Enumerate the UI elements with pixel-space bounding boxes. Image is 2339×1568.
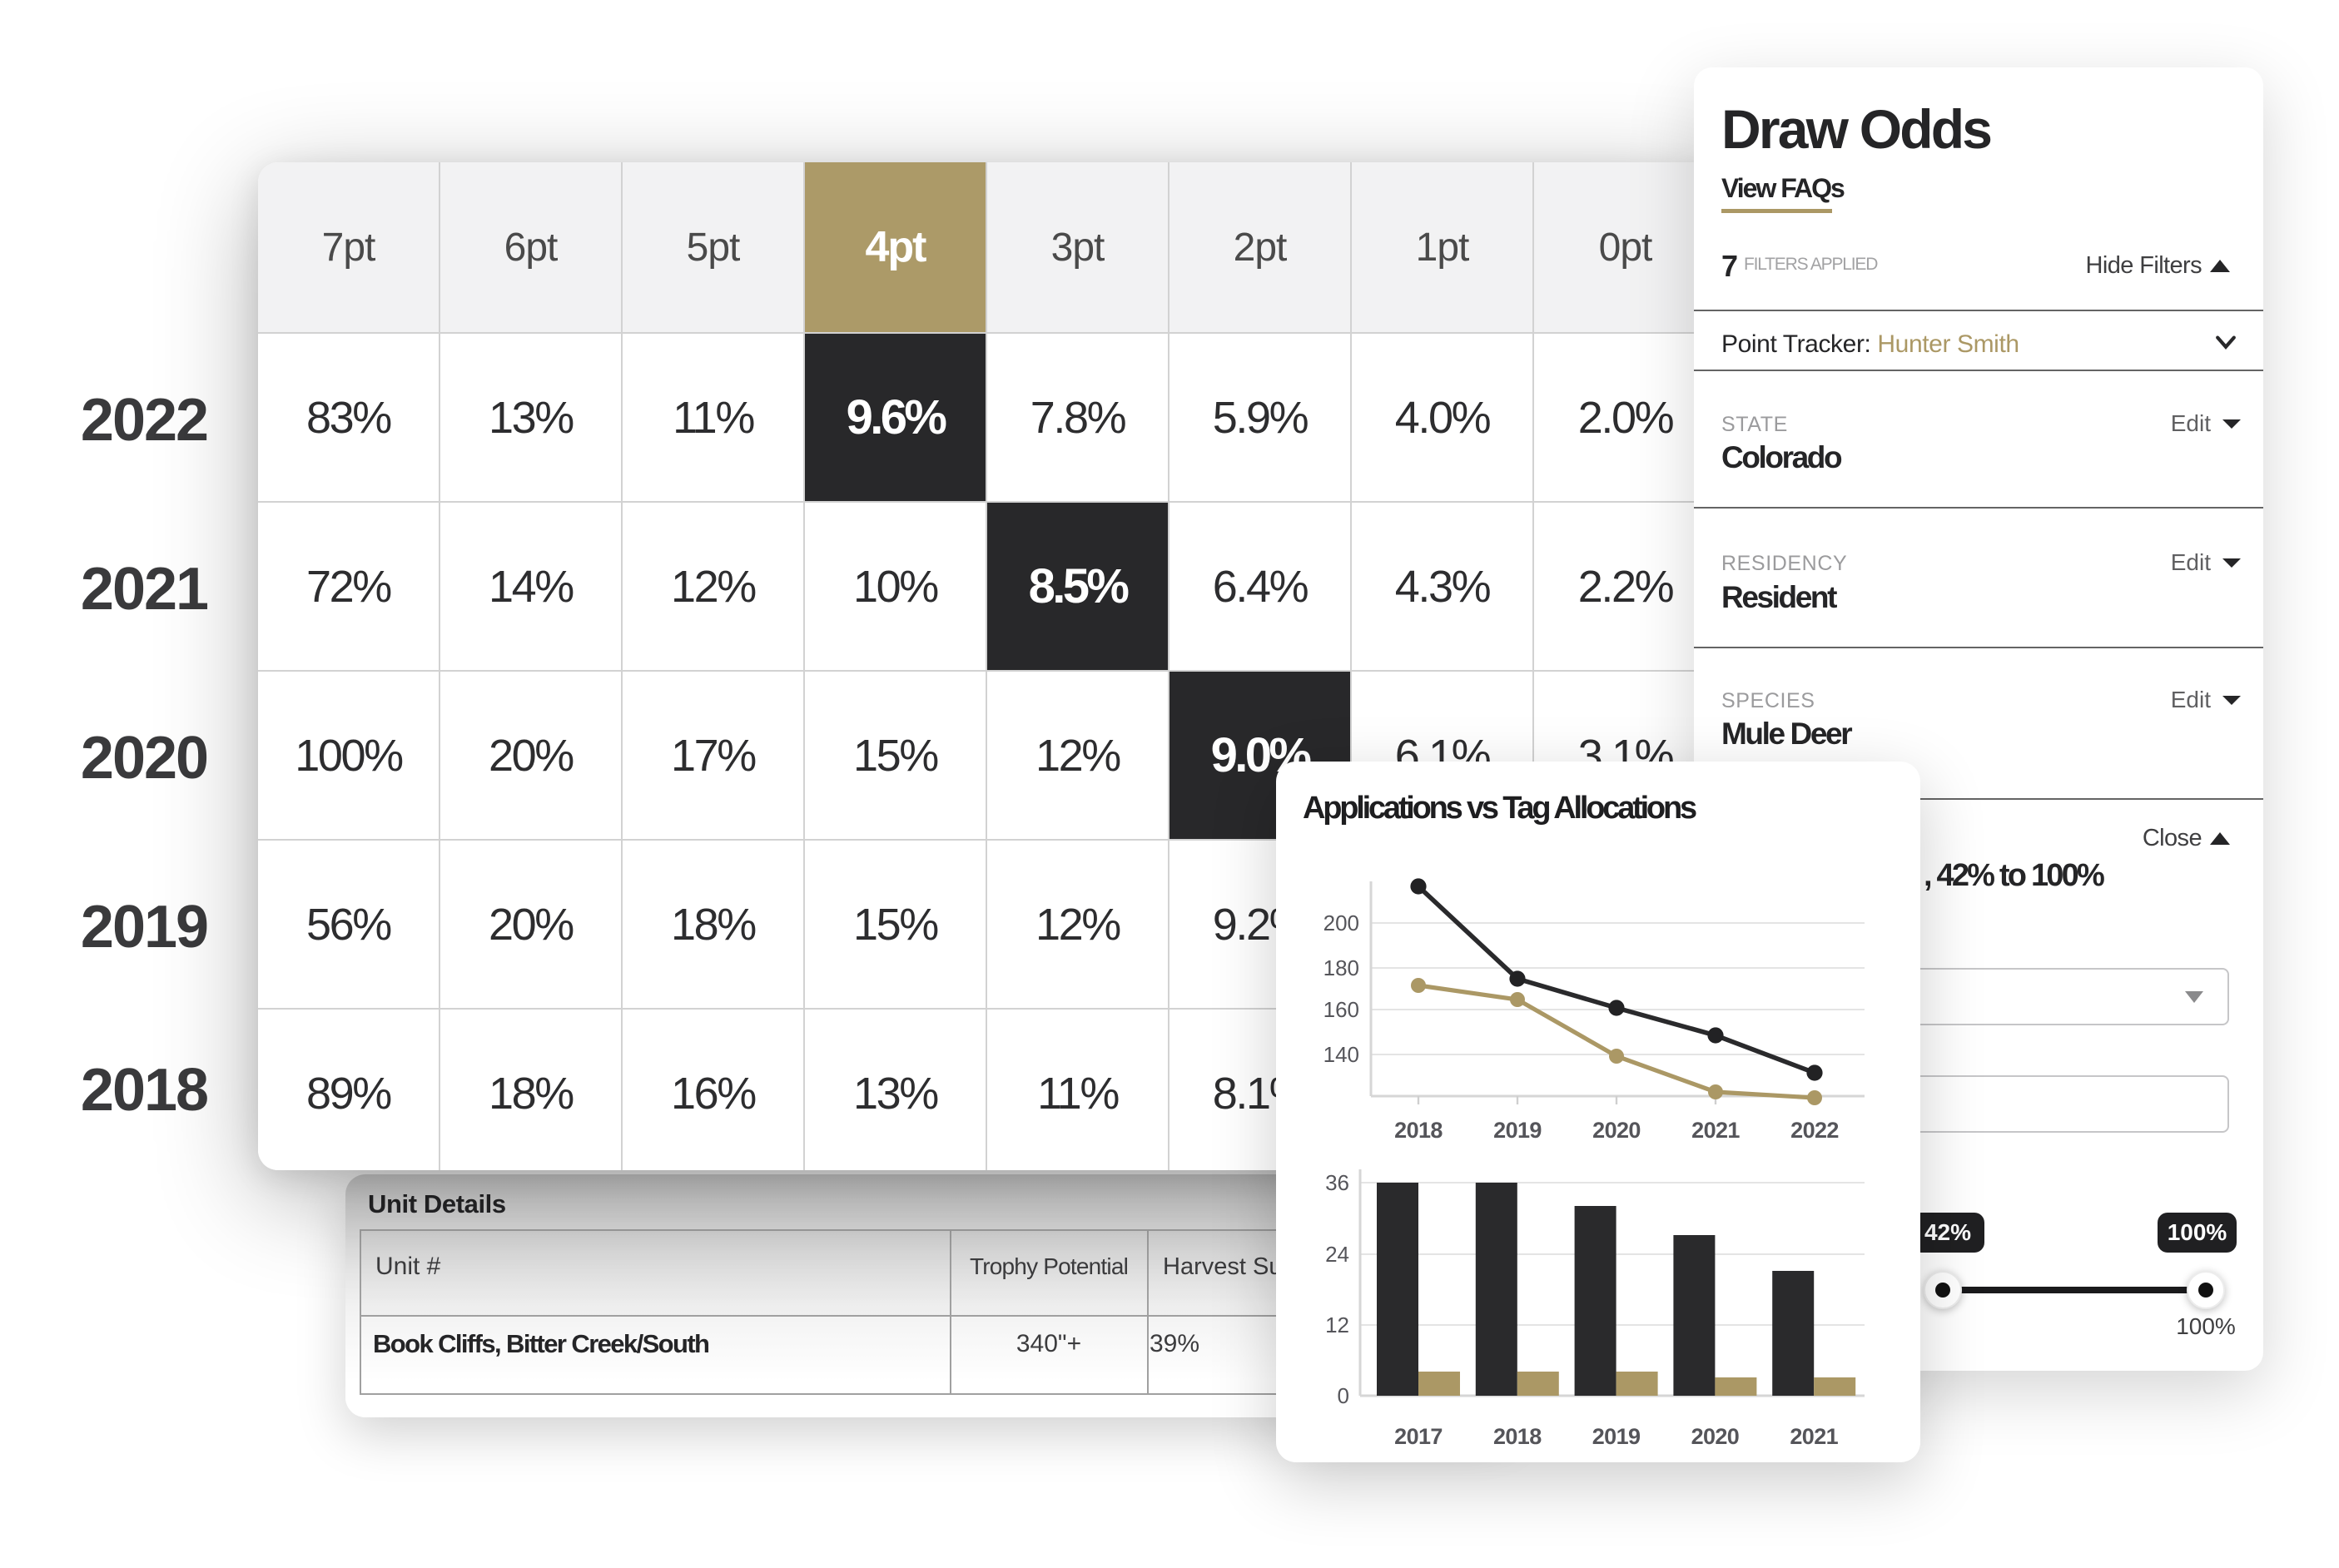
svg-text:2022: 2022 [1790, 1118, 1839, 1143]
svg-text:2021: 2021 [1790, 1424, 1838, 1449]
svg-text:24: 24 [1325, 1242, 1349, 1267]
svg-text:2018: 2018 [1493, 1424, 1542, 1449]
svg-text:2021: 2021 [1691, 1118, 1740, 1143]
svg-text:0: 0 [1338, 1383, 1349, 1408]
svg-text:36: 36 [1325, 1170, 1349, 1195]
svg-text:12: 12 [1325, 1312, 1349, 1337]
svg-text:2020: 2020 [1592, 1118, 1641, 1143]
svg-text:2019: 2019 [1493, 1118, 1542, 1143]
svg-text:200: 200 [1323, 911, 1359, 935]
svg-text:2017: 2017 [1394, 1424, 1443, 1449]
svg-text:2019: 2019 [1592, 1424, 1641, 1449]
svg-text:140: 140 [1323, 1042, 1359, 1067]
svg-text:160: 160 [1323, 997, 1359, 1022]
svg-text:2020: 2020 [1691, 1424, 1740, 1449]
svg-text:180: 180 [1323, 955, 1359, 980]
svg-text:2018: 2018 [1394, 1118, 1443, 1143]
